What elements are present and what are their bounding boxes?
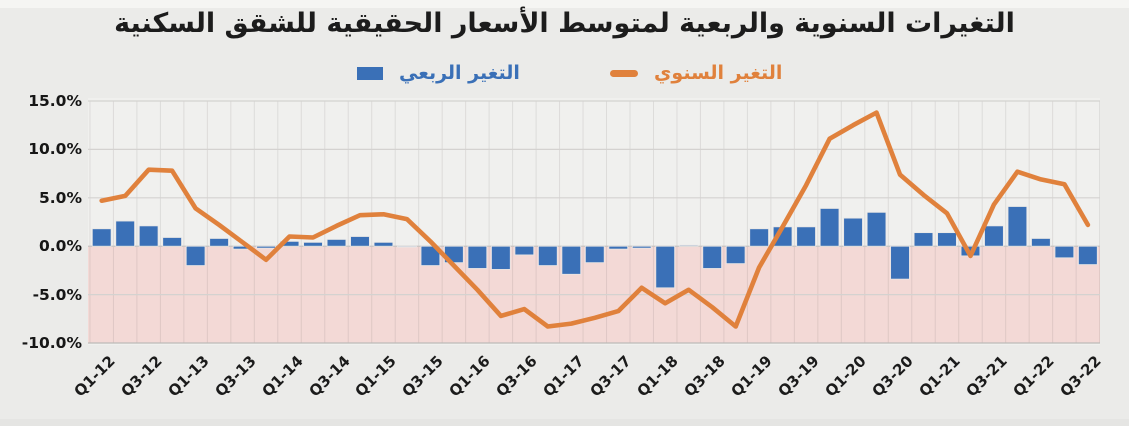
y-axis-tick-label: 5.0% [39, 188, 82, 207]
quarterly-change-bar [209, 238, 229, 247]
quarterly-change-bar [843, 217, 863, 247]
quarterly-change-bar [115, 220, 135, 247]
quarterly-change-bar [397, 245, 417, 248]
legend-annual-label: التغير السنوي [654, 62, 783, 84]
quarterly-change-bar [937, 232, 957, 247]
quarterly-change-bar [138, 225, 159, 247]
x-axis-tick-label: Q3-22 [1056, 352, 1105, 401]
y-axis-tick-label: -10.0% [21, 334, 82, 352]
x-axis-tick-label: Q3-16 [492, 352, 542, 401]
x-axis-tick-label: Q1-19 [727, 352, 776, 401]
quarterly-change-bar [303, 241, 323, 247]
annual-change-line [99, 110, 1091, 329]
x-axis-tick-label: Q1-14 [257, 352, 307, 401]
quarterly-change-bar [326, 239, 347, 247]
quarterly-change-bar [796, 226, 816, 247]
quarterly-change-bar [1078, 245, 1098, 265]
x-axis-tick-label: Q1-18 [633, 352, 682, 401]
quarterly-change-bar [91, 228, 112, 247]
quarterly-change-bar [819, 208, 840, 247]
x-axis-tick-label: Q3-14 [304, 352, 354, 401]
quarterly-change-bar [538, 245, 558, 266]
quarterly-change-bar [350, 236, 370, 247]
quarterly-change-bar [725, 245, 746, 265]
quarterly-change-bar [1054, 245, 1075, 259]
quarterly-change-bar [185, 245, 206, 266]
y-axis-tick-label: 0.0% [39, 237, 82, 256]
quarterly-change-bar [702, 245, 722, 269]
x-axis-tick-label: Q1-13 [164, 352, 213, 401]
quarterly-change-bar [608, 245, 629, 250]
quarterly-change-bar [655, 245, 676, 289]
x-axis-tick-label: Q1-20 [821, 352, 870, 401]
x-axis-tick-label: Q1-16 [445, 352, 495, 401]
chart-title: التغيرات السنوية والربعية لمتوسط الأسعار… [114, 8, 1015, 39]
legend-quarterly-label: التغير الربعي [399, 62, 520, 84]
blue-square-marker-icon [357, 66, 383, 80]
y-axis-tick-label: -5.0% [32, 285, 82, 304]
x-axis-tick-label: Q1-17 [539, 352, 589, 401]
plot-area [88, 98, 1100, 345]
x-axis-tick-label: Q3-21 [962, 352, 1011, 401]
quarterly-change-bar [631, 245, 652, 249]
quarterly-change-bar [584, 245, 605, 264]
quarterly-change-bar [162, 237, 182, 247]
x-axis-tick-label: Q1-12 [70, 352, 119, 401]
quarterly-change-bar [984, 225, 1004, 247]
quarterly-change-bar [256, 245, 276, 249]
x-axis-tick-label: Q3-15 [398, 352, 448, 401]
quarterly-change-bar [1031, 238, 1051, 247]
x-axis-tick-label: Q3-17 [586, 352, 635, 401]
quarterly-change-bar [561, 245, 582, 275]
quarterly-change-bar [866, 211, 887, 247]
legend-annual: التغير السنوي [610, 62, 782, 84]
x-axis-tick-label: Q1-22 [1009, 352, 1058, 401]
x-axis-tick-label: Q1-15 [351, 352, 401, 401]
x-axis-tick-label: Q3-13 [211, 352, 260, 401]
x-axis-tick-label: Q3-12 [117, 352, 166, 401]
quarterly-change-bar [373, 241, 394, 247]
y-axis-tick-label: 15.0% [28, 92, 82, 110]
x-axis-tick-label: Q3-18 [680, 352, 729, 401]
y-axis-tick-label: 10.0% [28, 140, 82, 159]
x-axis-tick-label: Q3-19 [774, 352, 823, 401]
quarterly-change-bar [913, 232, 934, 247]
x-axis-tick-label: Q1-21 [915, 352, 964, 401]
quarterly-change-bar [420, 245, 441, 266]
orange-dash-marker-icon [610, 69, 638, 77]
x-axis-tick-label: Q3-20 [868, 352, 917, 401]
bottom-strip [0, 419, 1129, 426]
quarterly-change-bar [514, 245, 535, 256]
quarterly-change-bar [491, 245, 511, 270]
top-strip [0, 0, 1129, 8]
quarterly-change-bar [749, 228, 769, 247]
quarterly-change-bar [678, 244, 699, 247]
legend-quarterly: التغير الربعي [357, 62, 520, 84]
quarterly-change-bar [890, 245, 910, 280]
quarterly-change-bar [1007, 206, 1028, 247]
quarterly-change-bar [467, 245, 488, 269]
